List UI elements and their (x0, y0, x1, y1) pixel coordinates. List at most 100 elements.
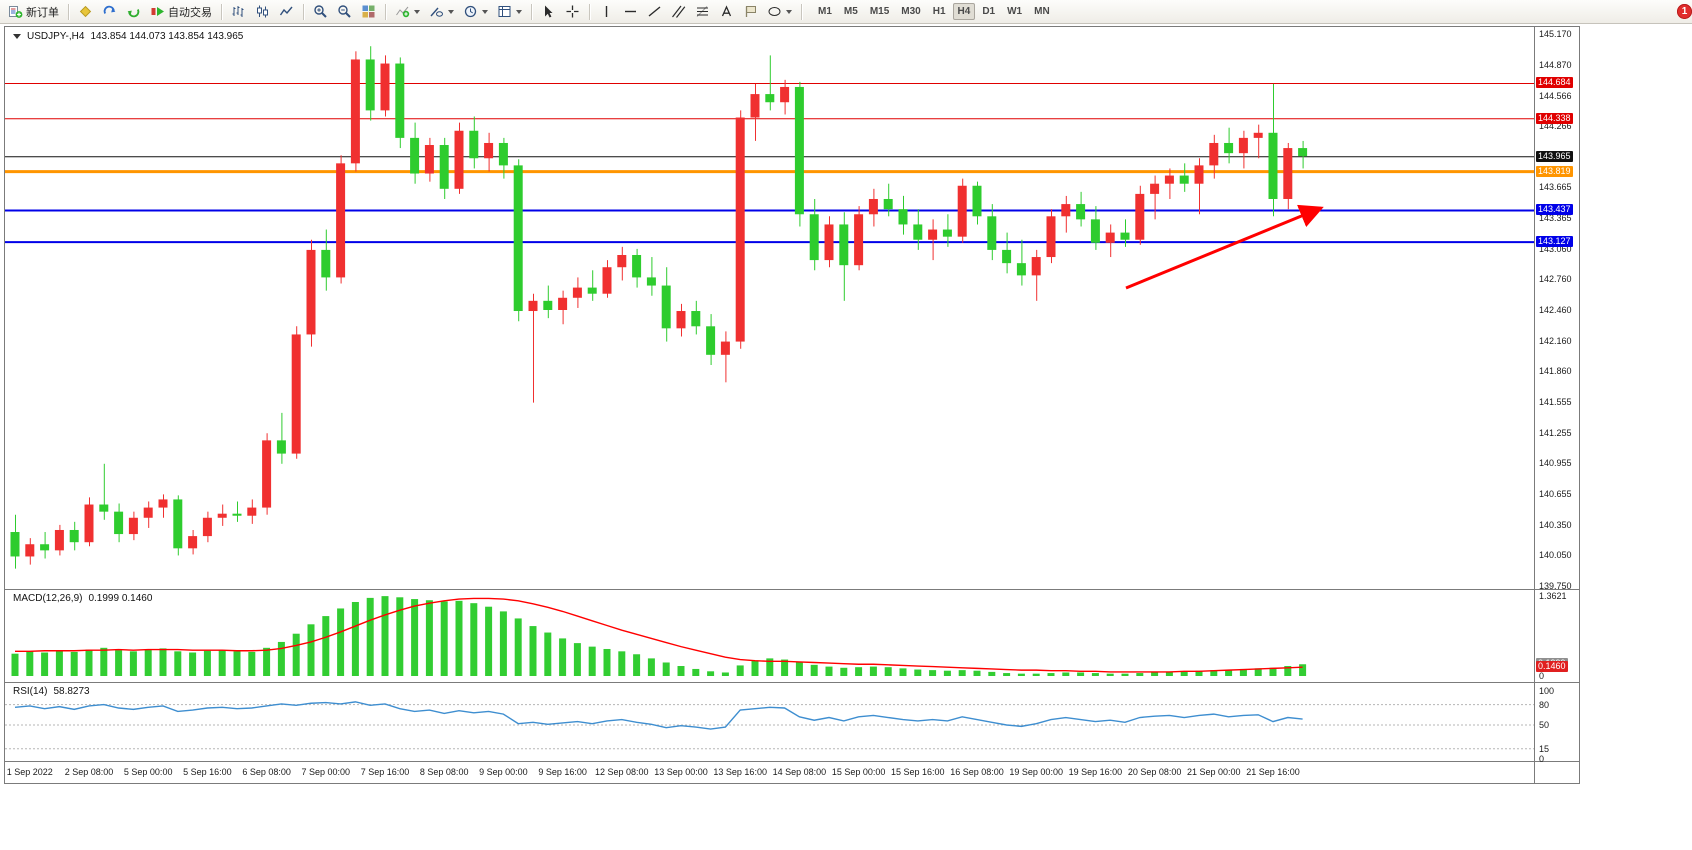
vertical-line-icon (605, 6, 608, 17)
channel-button[interactable] (667, 1, 690, 22)
cursor-button[interactable] (537, 1, 560, 22)
timeframe-button-m30[interactable]: M30 (901, 6, 921, 17)
chart-title: USDJPY-,H4 143.854 144.073 143.854 143.9… (13, 31, 243, 42)
price-line-badge: 143.437 (1536, 204, 1573, 216)
bar-chart-button[interactable] (227, 1, 250, 22)
time-label: 15 Sep 16:00 (891, 767, 945, 777)
line-chart-icon (279, 6, 293, 16)
dropdown-arrow-icon (786, 9, 792, 14)
timeframe-button-w1[interactable]: W1 (1007, 6, 1023, 17)
zoom-out-button[interactable] (333, 1, 356, 22)
timeframe-button-m15[interactable]: M15 (869, 6, 890, 17)
ohlc-values: 143.854 144.073 143.854 143.965 (90, 31, 244, 42)
price-tick: 144.870 (1539, 59, 1572, 70)
objects-button[interactable] (425, 1, 458, 22)
panel-separator (5, 761, 1579, 762)
price-chart-canvas[interactable] (5, 27, 1534, 589)
price-line-badge: 143.127 (1536, 236, 1573, 248)
timeframe-button-m1[interactable]: M1 (818, 6, 832, 17)
timeframe-group: M1 M5 M15 M30 H1 H4 D1 W1 MN (813, 3, 1055, 20)
price-tick: 145.170 (1539, 29, 1572, 39)
price-tick: 144.266 (1539, 121, 1572, 132)
label-icon (745, 6, 756, 17)
candlestick-chart-button[interactable] (251, 1, 274, 22)
text-button[interactable] (715, 1, 738, 22)
zoom-in-icon (314, 5, 327, 18)
metaeditor-button[interactable] (74, 1, 97, 22)
timeframe-button-mn[interactable]: MN (1034, 6, 1050, 17)
autotrade-button[interactable]: 自动交易 (146, 1, 216, 22)
zoom-in-button[interactable] (309, 1, 332, 22)
timeframe-button-h1[interactable]: H1 (932, 6, 946, 17)
dropdown-arrow-icon (414, 9, 420, 14)
time-label: 21 Sep 16:00 (1246, 767, 1300, 777)
objects-icon (430, 7, 443, 17)
refresh-button[interactable] (98, 1, 121, 22)
price-axis[interactable]: 145.170 144.870 144.566 144.266 143.965 143.6… (1535, 27, 1579, 783)
price-tick: 140.955 (1539, 458, 1572, 469)
timeframe-button-h4[interactable]: H4 (952, 3, 976, 20)
crosshair-button[interactable] (561, 1, 584, 22)
macd-axis-tick: 1.3621 (1539, 591, 1567, 601)
price-tick: 141.860 (1539, 366, 1572, 377)
label-button[interactable] (739, 1, 762, 22)
rsi-canvas[interactable] (5, 683, 1534, 761)
navigator-button[interactable] (122, 1, 145, 22)
price-tick: 142.760 (1539, 274, 1572, 285)
time-label: 12 Sep 08:00 (595, 767, 649, 777)
templates-button[interactable] (493, 1, 526, 22)
new-order-icon (9, 6, 23, 18)
templates-icon (498, 6, 511, 17)
new-order-button[interactable]: 新订单 (4, 1, 63, 22)
line-chart-button[interactable] (275, 1, 298, 22)
periods-button[interactable] (459, 1, 492, 22)
vertical-line-button[interactable] (595, 1, 618, 22)
macd-value-badge: 0.1460 (1536, 661, 1568, 673)
toolbar-separator (221, 3, 222, 20)
panel-separator[interactable] (5, 589, 1579, 590)
time-label: 16 Sep 08:00 (950, 767, 1004, 777)
timeframe-button-d1[interactable]: D1 (982, 6, 996, 17)
horizontal-line-button[interactable] (619, 1, 642, 22)
dropdown-arrow-icon (448, 9, 454, 14)
rsi-axis-tick: 50 (1539, 720, 1550, 730)
axis-divider (1534, 27, 1535, 783)
time-label: 7 Sep 16:00 (360, 767, 410, 777)
time-label: 9 Sep 00:00 (479, 767, 528, 777)
price-line-badge: 143.819 (1536, 165, 1573, 177)
notification-badge[interactable]: 1 (1677, 4, 1692, 19)
chart-window: USDJPY-,H4 143.854 144.073 143.854 143.9… (4, 26, 1580, 784)
metaeditor-icon (79, 5, 92, 18)
time-label: 21 Sep 00:00 (1187, 767, 1241, 777)
price-tick: 140.655 (1539, 488, 1572, 499)
time-label: 9 Sep 16:00 (538, 767, 587, 777)
timeframe-button-m5[interactable]: M5 (843, 6, 858, 17)
symbol-period-label: USDJPY-,H4 (27, 31, 85, 42)
panel-separator[interactable] (5, 682, 1579, 683)
channel-icon (672, 5, 686, 18)
one-click-collapse-icon[interactable] (13, 34, 21, 39)
text-icon (721, 5, 732, 17)
price-tick: 143.365 (1539, 212, 1572, 223)
price-tick: 144.566 (1539, 90, 1572, 101)
navigator-icon (127, 9, 140, 18)
time-axis[interactable]: 1 Sep 2022 2 Sep 08:00 5 Sep 00:00 5 Sep 16… (5, 762, 1579, 783)
macd-canvas[interactable] (5, 590, 1534, 682)
trendline-button[interactable] (643, 1, 666, 22)
price-line-badge: 144.684 (1536, 77, 1573, 89)
tile-windows-button[interactable] (357, 1, 380, 22)
fibonacci-button[interactable] (691, 1, 714, 22)
time-label: 1 Sep 2022 (6, 767, 53, 777)
price-tick: 142.460 (1539, 305, 1572, 315)
bar-chart-icon (232, 6, 244, 17)
time-label: 8 Sep 08:00 (419, 767, 469, 777)
price-tick: 139.750 (1539, 581, 1572, 591)
shapes-icon (768, 7, 781, 16)
toolbar-separator (68, 3, 69, 20)
rsi-axis-tick: 0 (1539, 754, 1545, 764)
time-label: 2 Sep 08:00 (64, 767, 114, 777)
indicators-button[interactable] (391, 1, 424, 22)
shapes-button[interactable] (763, 1, 796, 22)
tile-windows-icon (362, 5, 375, 18)
